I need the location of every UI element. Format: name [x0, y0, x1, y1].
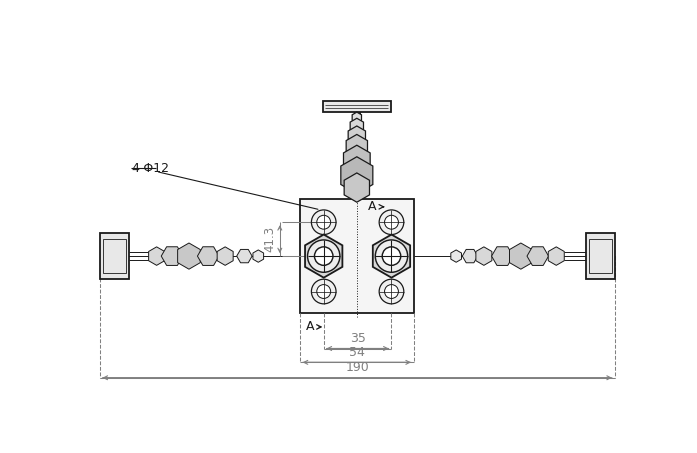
- Text: 35: 35: [350, 332, 365, 345]
- Polygon shape: [237, 250, 252, 263]
- Circle shape: [312, 279, 336, 304]
- Circle shape: [379, 279, 404, 304]
- Polygon shape: [373, 235, 410, 278]
- Text: 41.3: 41.3: [263, 226, 276, 252]
- Circle shape: [307, 240, 340, 272]
- Bar: [100, 233, 129, 279]
- Polygon shape: [344, 145, 370, 176]
- Polygon shape: [161, 247, 183, 265]
- Polygon shape: [253, 250, 263, 262]
- Bar: [585, 233, 615, 279]
- Polygon shape: [148, 247, 164, 265]
- Polygon shape: [344, 173, 369, 202]
- Bar: [300, 199, 414, 313]
- Polygon shape: [346, 135, 367, 159]
- Bar: [354, 112, 360, 115]
- Polygon shape: [350, 118, 364, 134]
- Polygon shape: [217, 247, 233, 265]
- Circle shape: [317, 215, 330, 229]
- Polygon shape: [451, 250, 461, 262]
- Bar: [102, 239, 126, 273]
- Circle shape: [375, 240, 408, 272]
- Circle shape: [379, 210, 404, 235]
- Polygon shape: [197, 247, 219, 265]
- Polygon shape: [462, 250, 477, 263]
- Polygon shape: [348, 126, 365, 146]
- Polygon shape: [491, 247, 513, 265]
- Text: 190: 190: [345, 361, 369, 374]
- Polygon shape: [476, 247, 492, 265]
- Circle shape: [382, 247, 401, 265]
- Circle shape: [312, 210, 336, 235]
- Polygon shape: [178, 243, 200, 269]
- Text: A: A: [368, 200, 377, 213]
- Polygon shape: [510, 243, 533, 269]
- Bar: [323, 101, 391, 112]
- Polygon shape: [527, 247, 549, 265]
- Text: A: A: [306, 320, 314, 333]
- Text: 54: 54: [349, 346, 365, 358]
- Polygon shape: [341, 157, 373, 194]
- Text: 4-Φ12: 4-Φ12: [131, 162, 169, 175]
- Circle shape: [385, 215, 399, 229]
- Circle shape: [317, 284, 330, 299]
- Circle shape: [314, 247, 333, 265]
- Polygon shape: [549, 247, 565, 265]
- Circle shape: [385, 284, 399, 299]
- Polygon shape: [305, 235, 342, 278]
- Bar: [588, 239, 612, 273]
- Polygon shape: [352, 112, 362, 123]
